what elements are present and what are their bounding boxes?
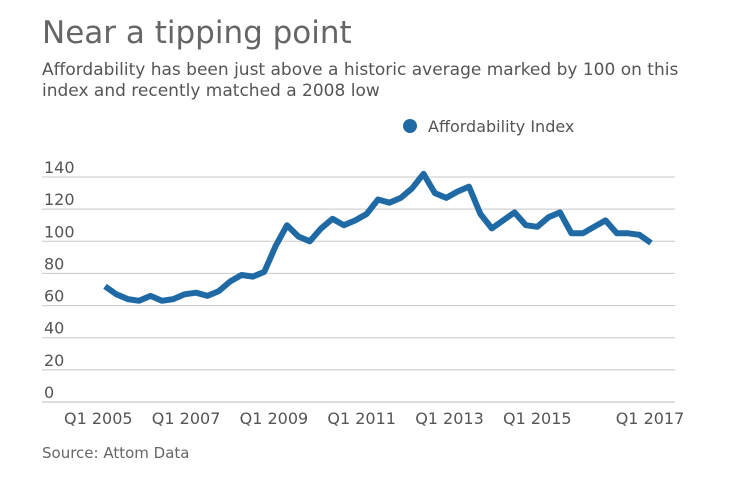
y-tick-label: 100 <box>44 222 75 241</box>
y-tick-label: 0 <box>44 383 54 402</box>
chart-title: Near a tipping point <box>42 15 352 51</box>
legend: Affordability Index <box>403 117 574 136</box>
legend-label: Affordability Index <box>428 117 574 136</box>
gridlines <box>42 176 675 403</box>
x-tick-label: Q1 2015 <box>503 409 572 428</box>
legend-marker <box>403 119 417 133</box>
y-tick-label: 80 <box>44 254 64 273</box>
chart-subtitle: Affordability has been just above a hist… <box>42 60 679 101</box>
y-tick-label: 120 <box>44 190 75 209</box>
x-tick-label: Q1 2005 <box>64 409 133 428</box>
x-tick-label: Q1 2017 <box>616 409 685 428</box>
x-tick-label: Q1 2013 <box>415 409 484 428</box>
y-tick-label: 20 <box>44 351 64 370</box>
x-tick-label: Q1 2011 <box>327 409 396 428</box>
y-tick-label: 140 <box>44 158 75 177</box>
y-tick-label: 60 <box>44 287 64 306</box>
series-line-affordability-index <box>103 170 653 304</box>
y-axis-ticks: 0 20 40 60 80 100 120 140 <box>44 158 75 402</box>
x-tick-label: Q1 2009 <box>240 409 309 428</box>
y-tick-label: 40 <box>44 319 64 338</box>
x-axis-ticks: Q1 2005 Q1 2007 Q1 2009 Q1 2011 Q1 2013 Q1 20… <box>64 409 684 428</box>
source-note: Source: Attom Data <box>42 444 190 462</box>
x-tick-label: Q1 2007 <box>152 409 221 428</box>
